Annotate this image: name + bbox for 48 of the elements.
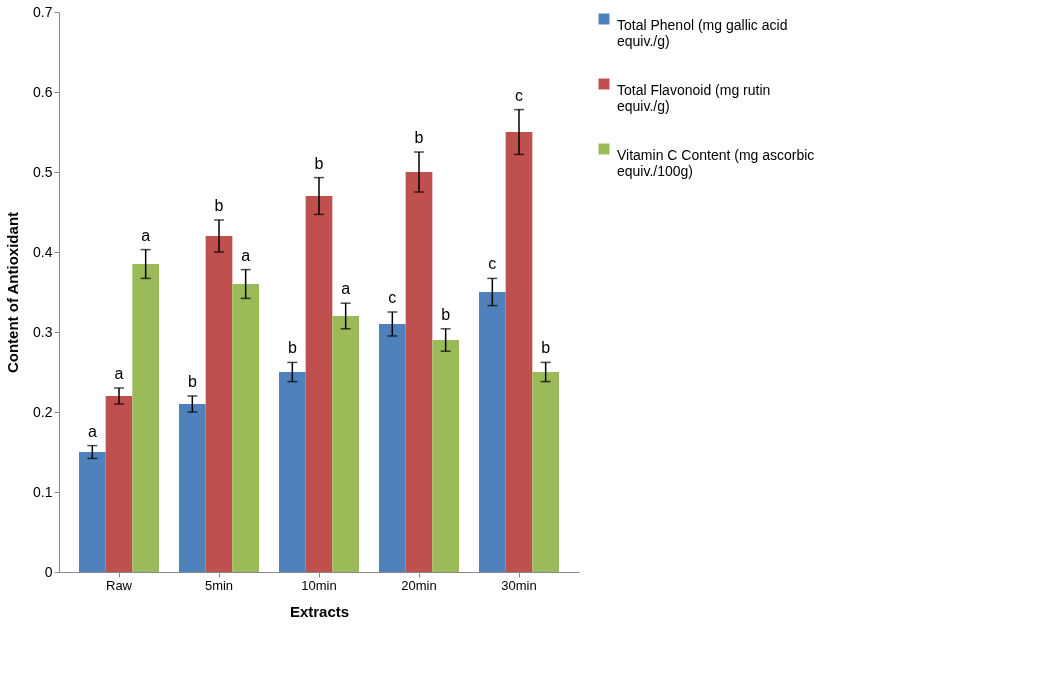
x-axis-title: Extracts [289,602,350,620]
x-tick-label: 5min [204,577,234,593]
bar [405,172,433,572]
bar [132,264,159,572]
data-label: c [488,255,497,273]
bar [79,452,106,572]
y-tick-label: 0 [44,563,53,580]
data-label: b [214,197,224,214]
data-label: b [314,154,324,172]
bar [305,196,333,572]
data-label: a [87,422,97,440]
x-tick-label: 30min [501,577,537,593]
data-label: a [241,246,251,264]
bar [532,372,559,572]
y-tick-label: 0.6 [33,83,53,100]
y-tick-label: 0.5 [33,163,53,180]
data-label: b [541,339,551,357]
data-label: b [441,305,451,323]
y-tick-label: 0.2 [33,403,53,420]
bar [432,340,459,572]
data-label: c [515,86,523,104]
data-label: b [414,129,424,146]
y-axis-title: Content of Antioxidant [4,211,22,374]
bar [479,292,506,572]
data-label: a [341,280,351,298]
y-tick-label: 0.3 [33,323,53,340]
bar [105,396,133,572]
bar [505,132,533,572]
data-label: a [114,365,124,382]
data-label: b [187,373,197,390]
bar [179,404,206,572]
bar [379,324,406,572]
data-label: b [287,339,297,357]
x-tick-label: Raw [105,577,133,593]
x-tick-label: 10min [301,577,337,593]
y-tick-label: 0.7 [33,3,53,20]
legend-label: Total Flavonoid (mg rutin equiv./g) [617,82,771,114]
y-tick-label: 0.4 [33,243,53,260]
data-label: a [141,226,151,244]
data-label: c [388,289,397,306]
x-tick-label: 20min [401,577,437,593]
bar [279,372,306,572]
bar [205,236,233,572]
legend-label: Vitamin C Content (mg ascorbic equiv./100g) [617,147,815,179]
y-tick-label: 0.1 [33,483,53,500]
bar [232,284,259,572]
bar [332,316,359,572]
legend-label: Total Phenol (mg gallic acid equiv./g) [617,17,788,49]
